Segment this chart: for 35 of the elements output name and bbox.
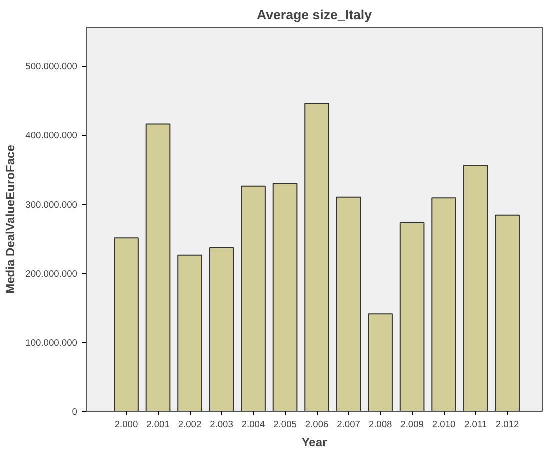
bar [463,165,488,412]
x-tick-label: 2.006 [305,420,329,430]
x-tick-label: 2.007 [337,420,360,430]
bar [241,186,266,412]
bar [400,222,425,412]
bar [336,196,362,412]
x-tick-label: 2.004 [242,420,266,430]
x-tick-label: 2.012 [496,420,520,430]
y-tick-label: 500.000.000 [26,62,78,72]
bar [304,102,330,412]
x-tick-label: 2.003 [210,420,234,430]
x-tick-label: 2.002 [178,420,202,430]
x-tick-label: 2.010 [432,420,456,430]
y-axis-title: Media DealValueEuroFace [4,144,18,294]
bar [272,183,298,412]
x-tick-label: 2.001 [146,420,170,430]
x-tick-label: 2.005 [274,420,297,430]
x-axis-title: Year [302,436,328,450]
bar [495,214,520,412]
x-tick-label: 2.009 [400,420,424,430]
y-tick-label: 200.000.000 [26,268,78,279]
y-tick-label: 300.000.000 [26,200,78,210]
bar [432,198,456,412]
y-tick-label: 400.000.000 [26,130,78,141]
bar [146,124,171,412]
bar [178,254,202,412]
x-tick-label: 2.000 [114,420,138,430]
y-tick-label: 0 [72,407,78,417]
bar [209,247,234,412]
chart-title: Average size_Italy [256,8,373,22]
bar [368,314,393,412]
x-tick-label: 2.011 [464,420,488,430]
x-tick-label: 2.008 [368,420,392,430]
y-tick-label: 100.000.000 [26,338,78,348]
bar [114,238,139,412]
